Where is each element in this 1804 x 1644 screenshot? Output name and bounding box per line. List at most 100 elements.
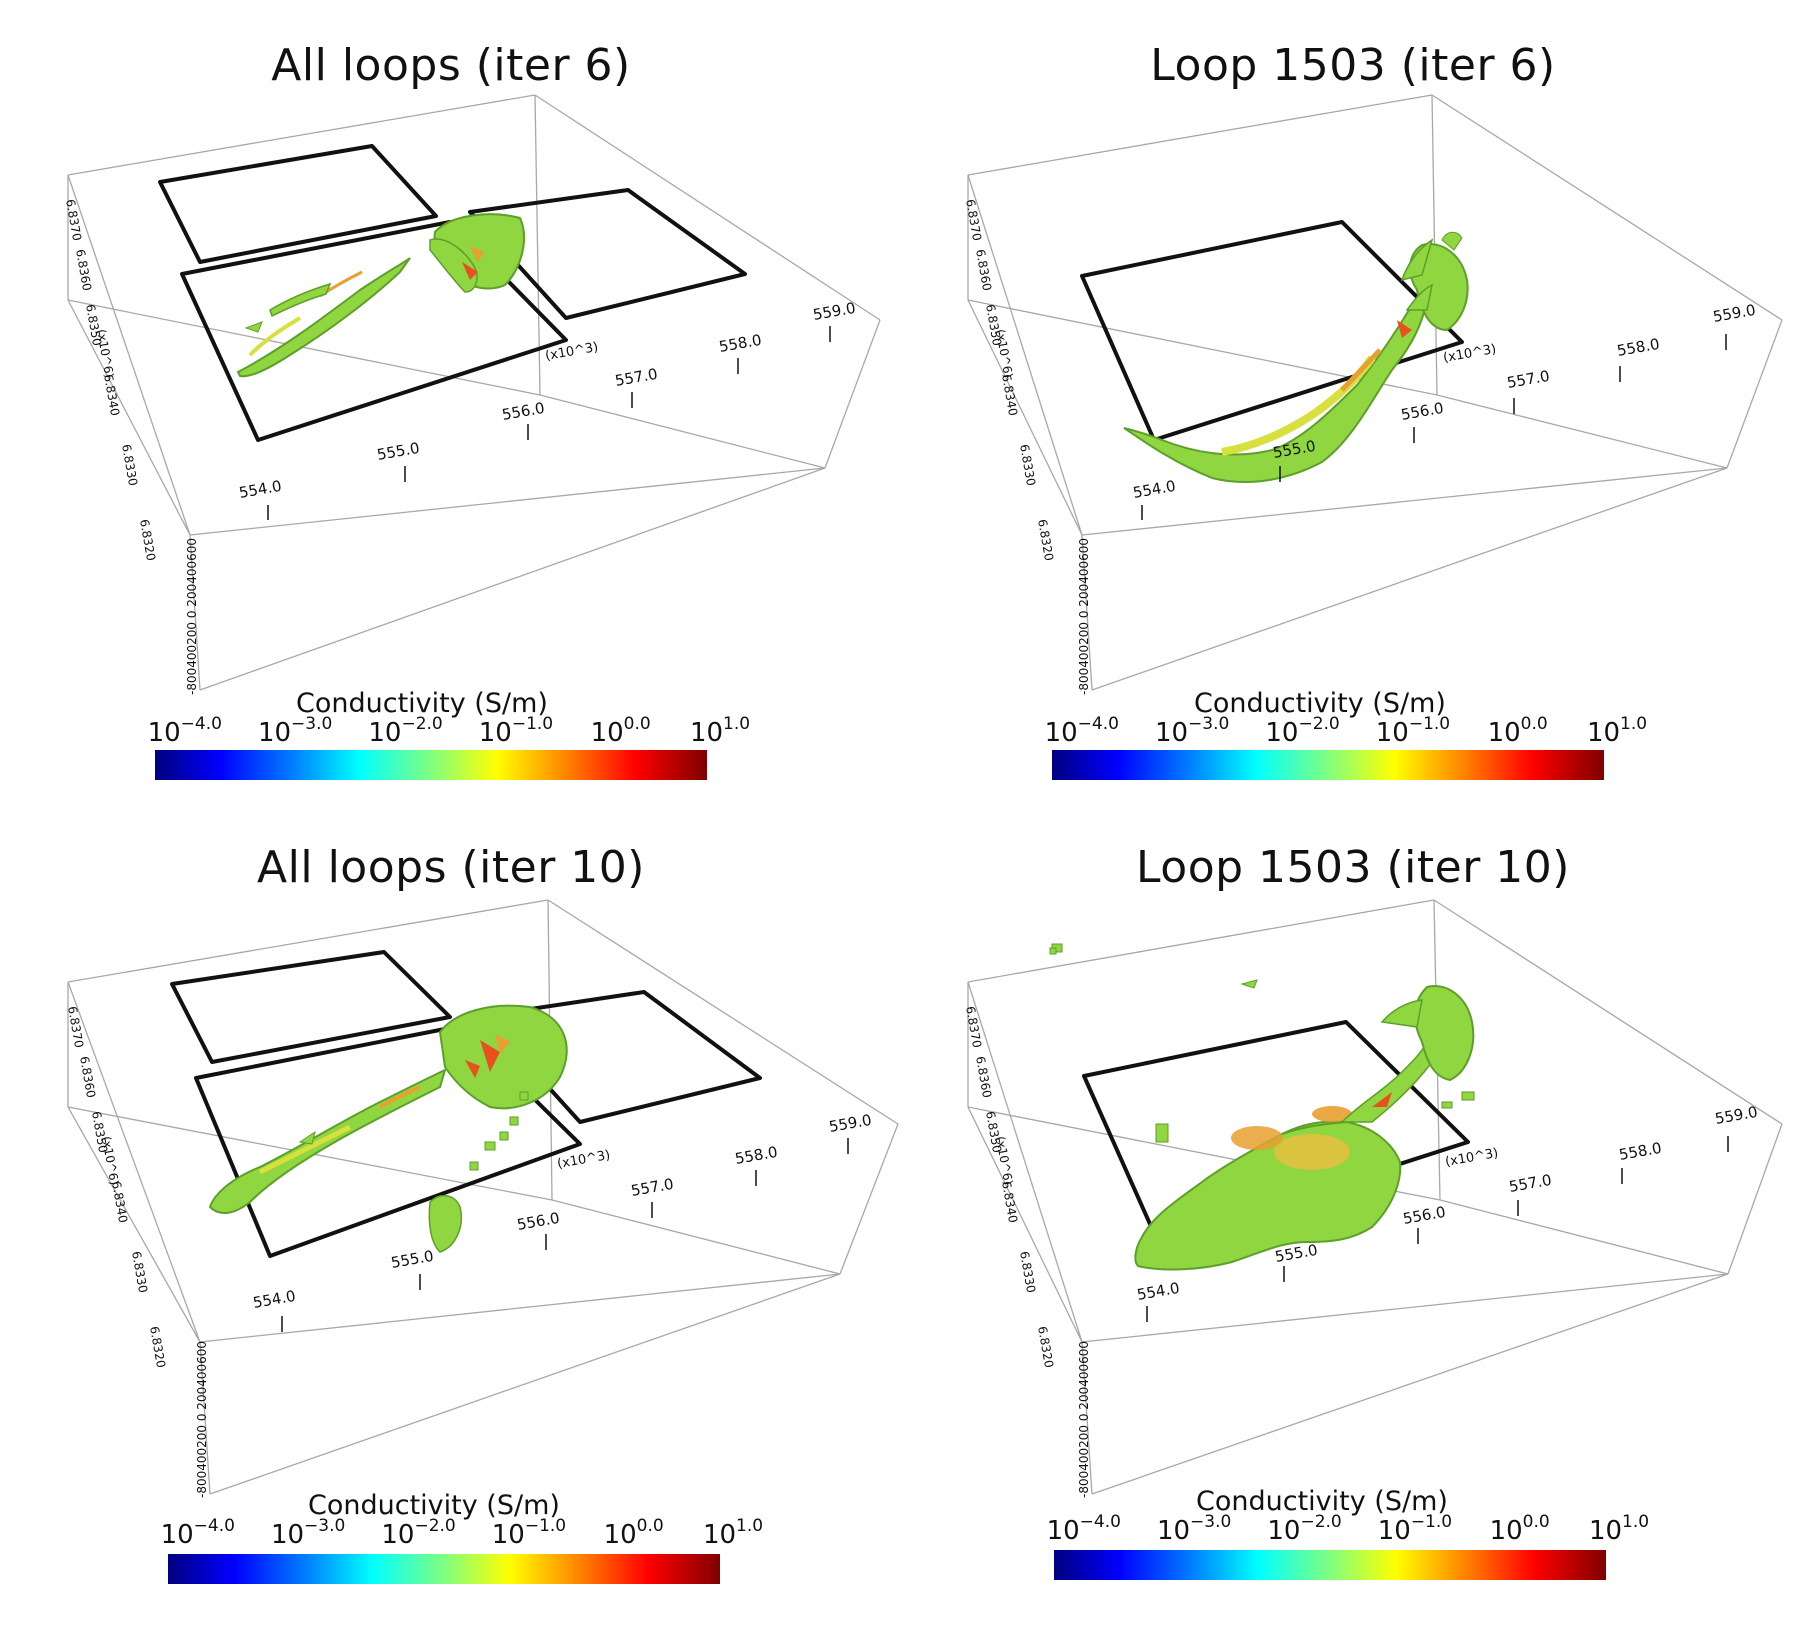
y-tick-label: 6.8360 [973, 1055, 994, 1099]
transmitter-loop-c [468, 188, 747, 320]
x-tick-label: 559.0 [1712, 301, 1757, 326]
colorbar-tick: 10−2.0 [1265, 714, 1340, 748]
colorbar-title: Conductivity (S/m) [296, 688, 548, 719]
panel-all-loops-iter10: All loops (iter 10) [0, 822, 902, 1644]
panel-title: Loop 1503 (iter 10) [1136, 842, 1570, 893]
3d-view: 554.0 555.0 556.0 557.0 558.0 559.0 (x10… [963, 94, 1783, 695]
colorbar-tick: 10−1.0 [491, 1516, 567, 1550]
panel-loop-1503-iter6: Loop 1503 (iter 6) [902, 0, 1804, 822]
y-tick-label: 6.8340 [999, 373, 1020, 417]
y-tick-label: 6.8370 [963, 198, 984, 242]
x-tick-label: 556.0 [516, 1209, 561, 1234]
colorbar-title: Conductivity (S/m) [308, 1490, 560, 1521]
y-tick-label: 6.8320 [1035, 518, 1056, 562]
x-tick-label: 556.0 [501, 399, 546, 424]
colorbar [1052, 750, 1604, 780]
panel-loop-1503-iter10: Loop 1503 (iter 10) [902, 822, 1804, 1644]
x-tick-label: 554.0 [1132, 477, 1177, 502]
y-tick-label: 6.8320 [1035, 1325, 1056, 1369]
colorbar-tick: 10−4.0 [147, 714, 222, 748]
colorbar-tick: 10−4.0 [160, 1516, 235, 1550]
colorbar-tick: 10−2.0 [368, 714, 443, 748]
3d-view: 554.0 555.0 556.0 557.0 558.0 559.0 (x10… [63, 94, 881, 695]
x-tick-label: 556.0 [1400, 399, 1445, 424]
y-tick-label: 6.8330 [1017, 443, 1038, 487]
colorbar-tick: 10−2.0 [1267, 1512, 1342, 1546]
z-tick-labels: -800400200 0 200400600 [1077, 1341, 1091, 1498]
x-tick-label: 558.0 [718, 331, 763, 356]
y-tick-label: 6.8340 [101, 373, 122, 417]
y-tick-label: 6.8320 [137, 518, 158, 562]
transmitter-loop-a [158, 144, 438, 264]
x-tick-label: 554.0 [238, 477, 283, 502]
y-tick-label: 6.8370 [963, 1005, 984, 1049]
colorbar-ticks: 10−4.0 10−3.0 10−2.0 10−1.0 100.0 101.0 [161, 1516, 764, 1556]
y-tick-label: 6.8360 [973, 248, 994, 292]
panel-title: All loops (iter 6) [271, 40, 631, 91]
colorbar-tick: 10−3.0 [257, 714, 333, 748]
y-tick-label: 6.8330 [1017, 1250, 1038, 1294]
colorbar-tick: 10−4.0 [1046, 1512, 1121, 1546]
colorbar-ticks: 10−4.0 10−3.0 10−2.0 10−1.0 100.0 101.0 [148, 714, 751, 754]
x-tick-label: 559.0 [812, 299, 857, 324]
panel-all-loops-iter6: All loops (iter 6) [0, 0, 902, 822]
colorbar [168, 1554, 720, 1584]
colorbar-tick: 100.0 [590, 714, 651, 748]
x-tick-label: 557.0 [614, 365, 659, 390]
y-scale-label: (x10^6) [99, 1135, 121, 1186]
z-tick-labels: -800400200 0 200400600 [195, 1341, 209, 1498]
colorbar-tick: 100.0 [1489, 1512, 1550, 1546]
x-tick-label: 558.0 [1618, 1139, 1663, 1164]
y-tick-label: 6.8340 [109, 1180, 130, 1224]
3d-view: 554.0 555.0 556.0 557.0 558.0 559.0 (x10… [65, 899, 899, 1498]
transmitter-loop-1503 [1082, 1020, 1470, 1244]
colorbar-tick: 100.0 [603, 1516, 664, 1550]
colorbar-tick: 10−2.0 [381, 1516, 456, 1550]
y-scale-label: (x10^6) [993, 1135, 1015, 1186]
colorbar-ticks: 10−4.0 10−3.0 10−2.0 10−1.0 100.0 101.0 [1047, 1512, 1650, 1552]
x-tick-label: 554.0 [252, 1287, 297, 1312]
colorbar-tick: 101.0 [1588, 1512, 1650, 1546]
conductive-body [1123, 231, 1469, 484]
conductive-body [236, 213, 525, 378]
transmitter-loop-b [180, 220, 568, 442]
3d-view: 554.0 555.0 556.0 557.0 558.0 559.0 (x10… [963, 899, 1783, 1498]
x-tick-label: 557.0 [630, 1175, 675, 1200]
colorbar-tick: 101.0 [689, 714, 751, 748]
panel-title: Loop 1503 (iter 6) [1150, 40, 1556, 91]
x-tick-label: 555.0 [390, 1247, 435, 1272]
x-tick-label: 558.0 [1616, 335, 1661, 360]
colorbar-tick: 101.0 [702, 1516, 764, 1550]
colorbar-tick: 10−4.0 [1044, 714, 1119, 748]
colorbar-tick: 10−1.0 [478, 714, 554, 748]
x-tick-label: 557.0 [1508, 1171, 1553, 1196]
colorbar-title: Conductivity (S/m) [1194, 688, 1446, 719]
colorbar-tick: 10−1.0 [1377, 1512, 1453, 1546]
x-tick-label: 554.0 [1136, 1279, 1181, 1304]
y-tick-label: 6.8340 [999, 1180, 1020, 1224]
y-tick-label: 6.8330 [129, 1250, 150, 1294]
x-tick-label: 558.0 [734, 1143, 779, 1168]
z-tick-labels: -800400200 0 200400600 [1077, 538, 1091, 695]
transmitter-loop-a [170, 950, 452, 1064]
colorbar-tick: 10−1.0 [1375, 714, 1451, 748]
x-tick-label: 559.0 [1714, 1103, 1759, 1128]
y-tick-label: 6.8360 [73, 248, 94, 292]
z-tick-labels: -800400200 0 200400600 [185, 538, 199, 695]
y-tick-label: 6.8320 [147, 1325, 168, 1369]
colorbar-ticks: 10−4.0 10−3.0 10−2.0 10−1.0 100.0 101.0 [1045, 714, 1648, 754]
panel-title: All loops (iter 10) [257, 842, 645, 893]
x-tick-label: 556.0 [1402, 1203, 1447, 1228]
x-scale-label: (x10^3) [1444, 1146, 1499, 1170]
y-tick-label: 6.8330 [119, 443, 140, 487]
x-tick-label: 559.0 [828, 1111, 873, 1136]
colorbar-tick: 10−3.0 [1154, 714, 1230, 748]
y-scale-label: (x10^6) [94, 328, 116, 379]
y-scale-label: (x10^6) [993, 328, 1015, 379]
colorbar-tick: 10−3.0 [1156, 1512, 1232, 1546]
x-tick-label: 555.0 [376, 439, 421, 464]
y-tick-label: 6.8370 [63, 198, 84, 242]
colorbar-tick: 10−3.0 [270, 1516, 346, 1550]
conductive-body [208, 1004, 568, 1253]
colorbar-tick: 100.0 [1487, 714, 1548, 748]
